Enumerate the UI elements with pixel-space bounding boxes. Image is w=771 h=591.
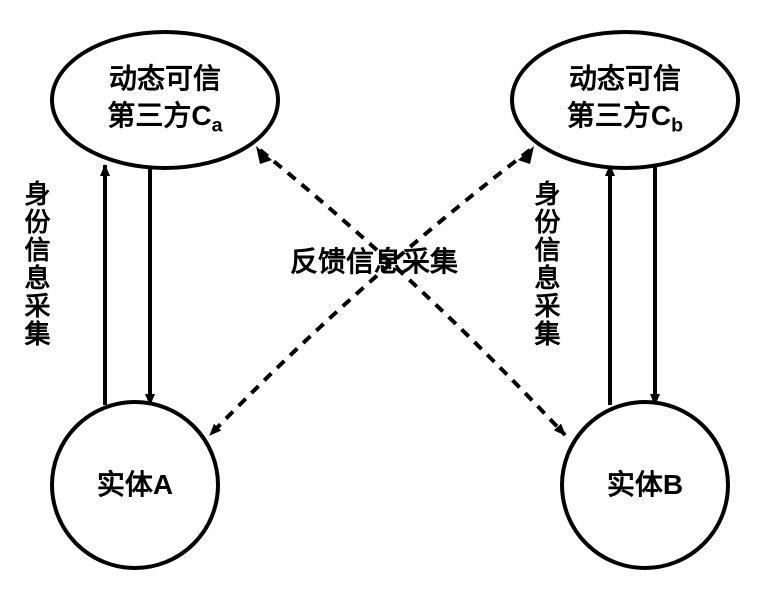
node-cb-line1: 动态可信 xyxy=(567,61,683,97)
arrowhead-cb-start xyxy=(518,146,534,164)
label-identity-right: 身份信息采集 xyxy=(528,180,565,348)
node-ca: 动态可信 第三方Ca xyxy=(50,30,280,170)
label-identity-left: 身份信息采集 xyxy=(18,180,55,348)
node-a: 实体A xyxy=(50,400,220,570)
arrowhead-ca-start xyxy=(256,146,272,164)
node-cb-line2: 第三方Cb xyxy=(567,98,683,139)
edge-ca-to-b-dashed xyxy=(260,150,565,435)
node-ca-line2: 第三方Ca xyxy=(107,98,222,139)
trust-diagram: 动态可信 第三方Ca 动态可信 第三方Cb 实体A 实体B 身份信息采集 身份信… xyxy=(0,0,771,591)
node-b-label: 实体B xyxy=(607,467,683,503)
label-feedback-center: 反馈信息采集 xyxy=(290,240,458,280)
edge-cb-to-a-dashed xyxy=(210,150,530,435)
node-cb: 动态可信 第三方Cb xyxy=(510,30,740,170)
node-b: 实体B xyxy=(560,400,730,570)
node-ca-line1: 动态可信 xyxy=(107,61,222,97)
node-a-label: 实体A xyxy=(97,467,173,503)
